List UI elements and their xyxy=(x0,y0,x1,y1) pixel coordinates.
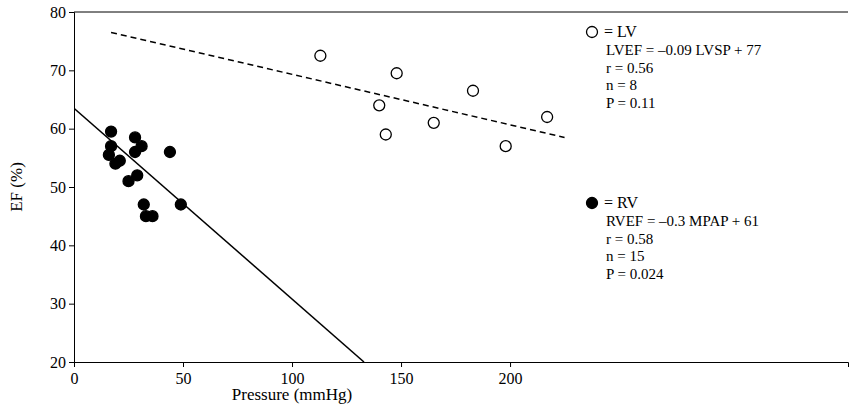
y-tick-label: 50 xyxy=(50,179,66,196)
point xyxy=(428,117,439,128)
y-tick-label: 30 xyxy=(50,295,66,312)
x-tick: 0 xyxy=(71,362,79,387)
y-tick-mark xyxy=(69,129,74,130)
annotation: RVEF = –0.3 MPAP + 61 xyxy=(606,213,759,229)
point xyxy=(315,50,326,61)
x-tick-mark xyxy=(183,362,184,367)
x-tick: 50 xyxy=(176,362,192,387)
y-tick-mark xyxy=(69,70,74,71)
chart: 0 50 100 150 200 20 30 40 50 60 70 80 Pressure (mmHg… xyxy=(0,0,860,408)
annotation: n = 15 xyxy=(606,248,644,264)
y-tick: 60 xyxy=(50,120,74,137)
point xyxy=(138,199,149,210)
legend-marker xyxy=(587,198,598,209)
y-tick-mark xyxy=(69,187,74,188)
y-axis: 20 30 40 50 60 70 80 xyxy=(50,4,75,371)
annotation: r = 0.58 xyxy=(606,231,653,247)
legend: = LV LVEF = –0.09 LVSP + 77 r = 0.56n = 8 P… xyxy=(587,23,762,282)
point xyxy=(136,141,147,152)
y-tick: 20 xyxy=(50,354,74,371)
x-tick-mark xyxy=(510,362,511,367)
x-tick: 100 xyxy=(281,362,305,387)
x-tick: 150 xyxy=(390,362,414,387)
y-tick: 40 xyxy=(50,237,74,254)
point xyxy=(380,129,391,140)
frame-top xyxy=(74,12,848,13)
point xyxy=(374,100,385,111)
y-tick: 70 xyxy=(50,62,74,79)
fit-line xyxy=(111,32,564,137)
y-tick-label: 20 xyxy=(50,354,66,371)
annotation: r = 0.56 xyxy=(606,60,654,76)
point xyxy=(164,147,175,158)
y-tick-mark xyxy=(69,12,74,13)
annotation: P = 0.024 xyxy=(606,266,664,282)
x-axis-line xyxy=(75,363,849,368)
y-tick: 30 xyxy=(50,295,74,312)
point xyxy=(132,170,143,181)
y-axis-line xyxy=(69,13,75,363)
x-axis: 0 50 100 150 200 xyxy=(71,362,849,387)
point xyxy=(542,112,553,123)
legend-marker xyxy=(587,27,598,38)
x-tick: 200 xyxy=(499,362,523,387)
legend-label: = LV xyxy=(604,23,637,40)
point xyxy=(106,126,117,137)
x-tick-label: 150 xyxy=(390,370,414,387)
point xyxy=(391,68,402,79)
x-axis-title: Pressure (mmHg) xyxy=(232,385,352,404)
y-tick: 50 xyxy=(50,179,74,196)
point xyxy=(467,85,478,96)
point xyxy=(500,141,511,152)
y-tick-mark xyxy=(69,245,74,246)
y-tick-label: 70 xyxy=(50,62,66,79)
plot-area: 0 50 100 150 200 20 30 40 50 60 70 80 xyxy=(50,4,849,387)
x-tick-label: 200 xyxy=(499,370,523,387)
annotation: LVEF = –0.09 LVSP + 77 xyxy=(606,42,762,58)
x-tick-label: 0 xyxy=(71,370,79,387)
x-tick-mark xyxy=(292,362,293,367)
legend-label: = RV xyxy=(604,194,638,211)
x-tick-label: 50 xyxy=(176,370,192,387)
x-tick-mark xyxy=(401,362,402,367)
y-tick-label: 40 xyxy=(50,237,66,254)
annotation: n = 8 xyxy=(606,77,637,93)
y-axis-title: EF (%) xyxy=(7,162,26,212)
annotation: P = 0.11 xyxy=(606,95,655,111)
data-marks xyxy=(74,32,565,362)
y-tick-label: 60 xyxy=(50,120,66,137)
fit-line xyxy=(74,108,364,362)
y-tick: 80 xyxy=(50,4,74,21)
point xyxy=(114,155,125,166)
y-tick-mark xyxy=(69,362,74,363)
y-tick-mark xyxy=(69,304,74,305)
point xyxy=(147,211,158,222)
y-tick-label: 80 xyxy=(50,4,66,21)
